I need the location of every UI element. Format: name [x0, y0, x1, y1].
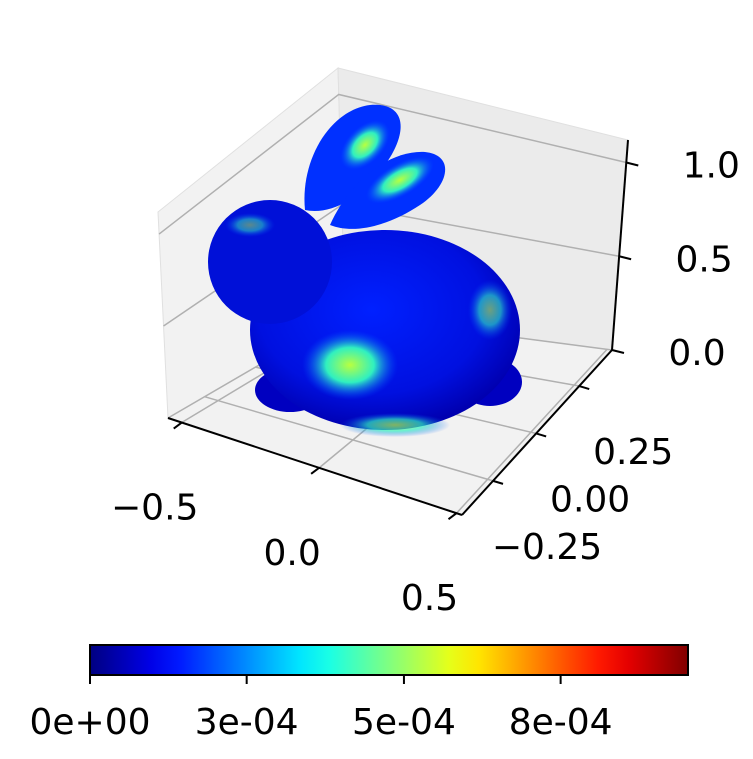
- highlight: [340, 120, 390, 170]
- x-axis-line: [167, 417, 463, 516]
- z-axis-line: [611, 139, 629, 351]
- x-tick: [310, 467, 320, 475]
- x-tick: [447, 512, 458, 520]
- z-tick-label: 1.0: [683, 146, 740, 187]
- y-axis-line: [461, 349, 613, 516]
- colorbar-tick-label: 3e-04: [195, 702, 299, 743]
- point-cloud: [208, 104, 522, 437]
- grid-line: [158, 93, 627, 235]
- highlight: [302, 330, 398, 400]
- colorbar-tick-label: 5e-04: [352, 702, 456, 743]
- highlight: [340, 413, 450, 437]
- colorbar: [89, 644, 689, 676]
- highlight: [366, 156, 434, 204]
- y-tick-label: −0.25: [492, 527, 602, 568]
- z-tick: [611, 349, 625, 354]
- y-tick-label: 0.25: [593, 432, 673, 473]
- z-tick-label: 0.0: [668, 333, 725, 374]
- x-tick-label: 0.5: [401, 578, 458, 619]
- grid-line: [455, 348, 608, 514]
- grid-line: [204, 395, 494, 482]
- colorbar-tick-label: 8e-04: [509, 702, 613, 743]
- y-tick-label: 0.00: [550, 479, 630, 520]
- highlight: [225, 213, 275, 237]
- highlight: [468, 280, 512, 340]
- x-tick: [173, 421, 183, 430]
- colorbar-tick-label: 0e+00: [29, 702, 150, 743]
- z-tick-label: 0.5: [676, 239, 733, 280]
- y-tick: [492, 479, 504, 485]
- x-tick-label: −0.5: [111, 488, 198, 529]
- y-tick: [578, 385, 590, 390]
- z-tick: [626, 161, 639, 167]
- x-tick-label: 0.0: [263, 533, 320, 574]
- y-tick: [535, 432, 547, 438]
- z-tick: [618, 255, 632, 261]
